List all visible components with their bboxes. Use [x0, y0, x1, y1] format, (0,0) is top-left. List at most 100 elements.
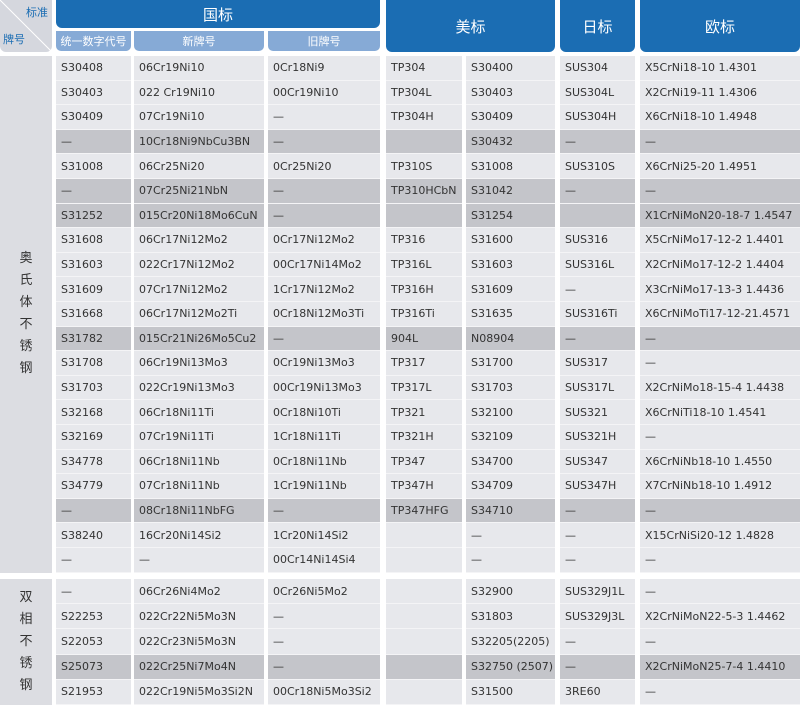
table-cell: X6CrNi25-20 1.4951	[640, 154, 800, 179]
table-cell: —	[560, 277, 635, 302]
table-cell: TP317	[386, 351, 462, 376]
table-cell: 07Cr19Ni11Ti	[134, 425, 264, 450]
table-cell: S34710	[466, 498, 555, 524]
table-cell: 022 Cr19Ni10	[134, 80, 264, 106]
sub-header: 统一数字代号	[56, 31, 131, 51]
table-cell: —	[640, 351, 800, 376]
table-cell: S31008	[466, 154, 555, 179]
table-cell: S31042	[466, 179, 555, 204]
sub-header: 旧牌号	[268, 31, 380, 51]
table-cell: —	[56, 498, 131, 524]
table-cell: 06Cr19Ni10	[134, 56, 264, 81]
table-cell	[386, 548, 462, 573]
table-cell: 1Cr17Ni12Mo2	[268, 277, 380, 302]
table-cell: S31500	[466, 679, 555, 705]
table-cell: X2CrNiMoN22-5-3 1.4462	[640, 604, 800, 630]
table-cell: 16Cr20Ni14Si2	[134, 523, 264, 548]
table-cell: N08904	[466, 326, 555, 352]
table-cell: X6CrNiMoTi17-12-21.4571	[640, 302, 800, 327]
table-cell: S32100	[466, 400, 555, 425]
table-cell: SUS347H	[560, 474, 635, 499]
table-cell: S30409	[56, 105, 131, 130]
table-cell: —	[560, 498, 635, 524]
table-cell: —	[268, 105, 380, 130]
table-cell: S34778	[56, 449, 131, 475]
table-cell: X2CrNiMo17-12-2 1.4404	[640, 252, 800, 278]
table-cell: —	[560, 129, 635, 155]
table-cell: S31668	[56, 302, 131, 327]
table-cell: X6CrNi18-10 1.4948	[640, 105, 800, 130]
table-cell: S31803	[466, 604, 555, 630]
table-cell: 07Cr17Ni12Mo2	[134, 277, 264, 302]
table-cell: S25073	[56, 654, 131, 680]
table-cell: TP316L	[386, 252, 462, 278]
table-cell: S31600	[466, 228, 555, 253]
table-cell: —	[640, 548, 800, 573]
table-cell: SUS347	[560, 449, 635, 475]
table-cell: SUS329J1L	[560, 579, 635, 605]
table-cell: 022Cr22Ni5Mo3N	[134, 604, 264, 630]
table-cell: 022Cr25Ni7Mo4N	[134, 654, 264, 680]
table-cell	[386, 679, 462, 705]
group-header: 欧标	[640, 0, 800, 52]
table-cell: S31635	[466, 302, 555, 327]
table-cell: 00Cr19Ni13Mo3	[268, 375, 380, 401]
table-cell: S31008	[56, 154, 131, 179]
table-cell: S32205(2205)	[466, 629, 555, 655]
table-cell	[560, 203, 635, 229]
table-cell: X2CrNiMoN25-7-4 1.4410	[640, 654, 800, 680]
table-cell: SUS304	[560, 56, 635, 81]
table-cell: 0Cr18Ni10Ti	[268, 400, 380, 425]
table-cell: —	[268, 326, 380, 352]
table-cell: 08Cr18Ni11NbFG	[134, 498, 264, 524]
table-cell: TP321H	[386, 425, 462, 450]
table-cell: S31603	[56, 252, 131, 278]
group-header: 国标	[56, 0, 380, 28]
table-cell: S30432	[466, 129, 555, 155]
table-cell: TP347	[386, 449, 462, 475]
table-cell: 07Cr25Ni21NbN	[134, 179, 264, 204]
table-cell: S34700	[466, 449, 555, 475]
table-cell: —	[134, 548, 264, 573]
table-cell: —	[466, 548, 555, 573]
table-cell: —	[560, 523, 635, 548]
table-cell: SUS316L	[560, 252, 635, 278]
table-cell: S31252	[56, 203, 131, 229]
table-cell: S31603	[466, 252, 555, 278]
table-cell: 10Cr18Ni9NbCu3BN	[134, 129, 264, 155]
section-label: 双相不锈钢	[0, 579, 52, 705]
table-cell: 0Cr18Ni11Nb	[268, 449, 380, 475]
corner-diagonal	[0, 0, 52, 52]
table-cell	[386, 654, 462, 680]
table-cell: —	[640, 629, 800, 655]
table-cell: X5CrNiMo17-12-2 1.4401	[640, 228, 800, 253]
table-cell	[386, 629, 462, 655]
table-cell	[386, 604, 462, 630]
table-cell: TP347H	[386, 474, 462, 499]
table-cell: X2CrNiMo18-15-4 1.4438	[640, 375, 800, 401]
table-cell: 0Cr17Ni12Mo2	[268, 228, 380, 253]
table-cell: S32169	[56, 425, 131, 450]
table-cell: S34709	[466, 474, 555, 499]
table-cell: X7CrNiNb18-10 1.4912	[640, 474, 800, 499]
table-cell	[386, 203, 462, 229]
table-cell: 022Cr23Ni5Mo3N	[134, 629, 264, 655]
table-cell: 3RE60	[560, 679, 635, 705]
table-cell: SUS304L	[560, 80, 635, 106]
section-label-text: 奥氏体不锈钢	[19, 251, 33, 377]
corner-cell: 标准 牌号	[0, 0, 52, 52]
table-cell: 1Cr18Ni11Ti	[268, 425, 380, 450]
table-cell: 0Cr19Ni13Mo3	[268, 351, 380, 376]
table-cell: S30408	[56, 56, 131, 81]
table-cell	[386, 579, 462, 605]
table-cell: —	[56, 179, 131, 204]
group-header: 日标	[560, 0, 635, 52]
table-cell: —	[640, 579, 800, 605]
table-cell: —	[56, 129, 131, 155]
table-cell: 0Cr26Ni5Mo2	[268, 579, 380, 605]
table-cell: —	[268, 654, 380, 680]
table-cell: S21953	[56, 679, 131, 705]
table-cell: —	[560, 326, 635, 352]
table-cell: TP304L	[386, 80, 462, 106]
table-cell: 0Cr25Ni20	[268, 154, 380, 179]
